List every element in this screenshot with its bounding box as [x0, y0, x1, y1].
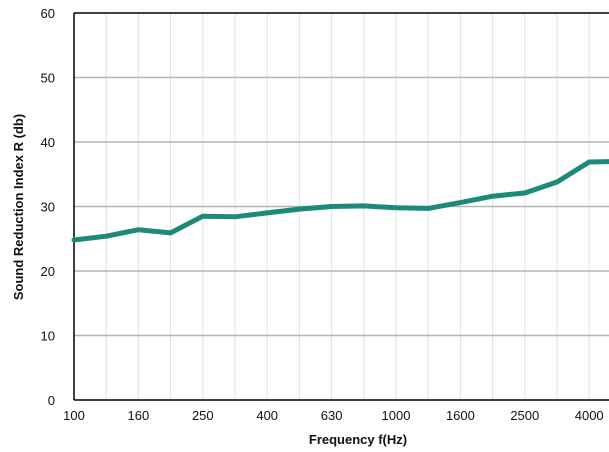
x-tick-labels: 100 160 250 400 630 1000 1600 2500 4000: [63, 408, 604, 423]
x-tick-label: 250: [192, 408, 214, 423]
axes: [73, 12, 609, 401]
series-line: [71, 159, 609, 243]
x-tick-label: 400: [256, 408, 278, 423]
x-tick-label: 1000: [382, 408, 411, 423]
y-tick-label: 20: [41, 264, 55, 279]
x-tick-label: 100: [63, 408, 85, 423]
y-tick-label: 30: [41, 200, 55, 215]
x-tick-label: 1600: [446, 408, 475, 423]
x-tick-label: 4000: [575, 408, 604, 423]
y-tick-label: 0: [48, 393, 55, 408]
x-axis-title: Frequency f(Hz): [309, 432, 407, 447]
major-gridlines: [74, 76, 609, 337]
y-tick-label: 10: [41, 329, 55, 344]
series-layer: [71, 159, 609, 243]
x-tick-label: 2500: [510, 408, 539, 423]
y-tick-label: 40: [41, 135, 55, 150]
y-axis-title: Sound Reduction Index R (db): [11, 114, 26, 300]
y-tick-label: 50: [41, 71, 55, 86]
x-tick-label: 630: [321, 408, 343, 423]
y-tick-label: 60: [41, 6, 55, 21]
x-tick-label: 160: [128, 408, 150, 423]
y-tick-labels: 0 10 20 30 40 50 60: [41, 6, 55, 408]
